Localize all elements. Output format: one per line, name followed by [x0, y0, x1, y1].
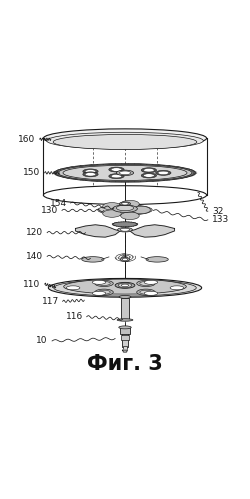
Ellipse shape	[118, 283, 132, 287]
Ellipse shape	[92, 291, 106, 295]
Ellipse shape	[98, 290, 110, 294]
Ellipse shape	[144, 291, 158, 295]
Text: 130: 130	[40, 206, 58, 215]
Ellipse shape	[85, 170, 96, 173]
Text: 120: 120	[26, 228, 43, 237]
Ellipse shape	[63, 165, 187, 181]
Text: 10: 10	[36, 336, 48, 345]
Ellipse shape	[58, 164, 192, 181]
Ellipse shape	[54, 279, 196, 296]
Ellipse shape	[120, 202, 130, 206]
Ellipse shape	[120, 228, 130, 231]
Ellipse shape	[156, 170, 171, 175]
Ellipse shape	[66, 286, 80, 290]
Ellipse shape	[119, 326, 131, 329]
Bar	[122, 332, 128, 347]
Ellipse shape	[98, 281, 110, 285]
Ellipse shape	[116, 205, 134, 211]
Ellipse shape	[121, 212, 139, 220]
Ellipse shape	[146, 256, 168, 262]
Ellipse shape	[122, 203, 128, 205]
Bar	[120, 335, 130, 340]
Text: 117: 117	[42, 297, 59, 306]
Ellipse shape	[115, 282, 135, 288]
Ellipse shape	[113, 222, 137, 227]
Polygon shape	[122, 350, 128, 352]
Text: 116: 116	[66, 312, 83, 321]
Ellipse shape	[44, 186, 206, 205]
Ellipse shape	[103, 203, 121, 210]
Ellipse shape	[137, 289, 155, 295]
Ellipse shape	[92, 280, 106, 284]
Ellipse shape	[85, 173, 96, 176]
Bar	[122, 346, 128, 350]
Text: 133: 133	[212, 216, 229, 225]
Ellipse shape	[47, 132, 203, 149]
Ellipse shape	[53, 134, 197, 150]
Ellipse shape	[103, 210, 121, 217]
Ellipse shape	[158, 171, 169, 175]
Ellipse shape	[119, 295, 131, 298]
Ellipse shape	[83, 169, 98, 174]
Text: 150: 150	[22, 168, 40, 177]
Ellipse shape	[98, 205, 152, 215]
Ellipse shape	[44, 129, 206, 148]
Ellipse shape	[121, 284, 129, 286]
Text: 32: 32	[212, 207, 224, 216]
Bar	[120, 327, 130, 333]
Ellipse shape	[113, 205, 137, 213]
Ellipse shape	[122, 258, 128, 260]
Text: Фиг. 3: Фиг. 3	[87, 354, 163, 374]
Ellipse shape	[111, 175, 122, 178]
Ellipse shape	[95, 280, 113, 286]
Text: 140: 140	[26, 252, 43, 261]
Bar	[121, 298, 129, 320]
Ellipse shape	[48, 278, 202, 297]
Polygon shape	[130, 225, 174, 237]
Text: 154: 154	[50, 199, 67, 208]
Polygon shape	[76, 225, 120, 237]
Ellipse shape	[141, 173, 156, 178]
Ellipse shape	[120, 257, 130, 261]
Ellipse shape	[118, 228, 132, 232]
Ellipse shape	[144, 280, 158, 284]
Ellipse shape	[144, 174, 154, 177]
Text: 160: 160	[18, 135, 35, 144]
Ellipse shape	[140, 281, 152, 285]
Ellipse shape	[144, 169, 154, 172]
Ellipse shape	[140, 290, 152, 294]
Ellipse shape	[137, 280, 155, 286]
Ellipse shape	[109, 174, 124, 179]
Ellipse shape	[132, 206, 150, 214]
Ellipse shape	[54, 164, 196, 182]
Ellipse shape	[141, 168, 156, 173]
Ellipse shape	[64, 279, 186, 294]
Ellipse shape	[117, 319, 133, 321]
Text: 110: 110	[23, 279, 40, 288]
Ellipse shape	[121, 201, 139, 208]
Ellipse shape	[116, 170, 134, 176]
Ellipse shape	[111, 168, 122, 171]
Ellipse shape	[95, 289, 113, 295]
Ellipse shape	[120, 171, 130, 175]
Ellipse shape	[82, 256, 104, 262]
Ellipse shape	[83, 172, 98, 177]
Ellipse shape	[170, 286, 184, 290]
Ellipse shape	[109, 167, 124, 172]
